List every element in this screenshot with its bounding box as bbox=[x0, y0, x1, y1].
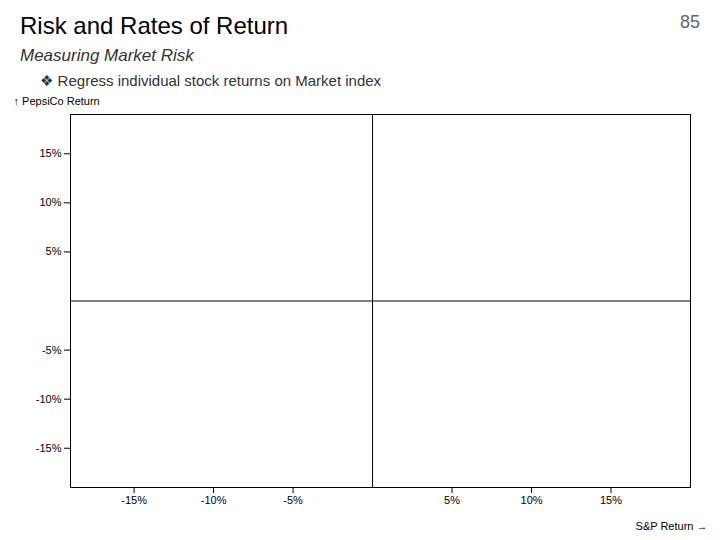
svg-text:-5%: -5% bbox=[283, 494, 303, 506]
svg-text:15%: 15% bbox=[39, 147, 61, 159]
svg-text:-5%: -5% bbox=[42, 344, 62, 356]
html-text:Measuring Market Risk: Measuring Market Risk bbox=[20, 46, 194, 65]
html-text:❖ Regress individual stock ret: ❖ Regress individual stock returns on Ma… bbox=[40, 72, 382, 89]
svg-text:10%: 10% bbox=[521, 494, 543, 506]
svg-text:5%: 5% bbox=[444, 494, 460, 506]
svg-text:S&P Return →: S&P Return → bbox=[636, 520, 708, 532]
svg-text:-15%: -15% bbox=[36, 442, 62, 454]
svg-text:-15%: -15% bbox=[121, 494, 147, 506]
svg-text:10%: 10% bbox=[39, 196, 61, 208]
html-text:85: 85 bbox=[680, 12, 700, 32]
svg-text:-10%: -10% bbox=[201, 494, 227, 506]
html-text:Risk and Rates of Return: Risk and Rates of Return bbox=[20, 12, 289, 39]
svg-text:↑ PepsiCo Return: ↑ PepsiCo Return bbox=[14, 95, 100, 107]
svg-text:15%: 15% bbox=[600, 494, 622, 506]
svg-text:5%: 5% bbox=[46, 245, 62, 257]
svg-text:-10%: -10% bbox=[36, 393, 62, 405]
